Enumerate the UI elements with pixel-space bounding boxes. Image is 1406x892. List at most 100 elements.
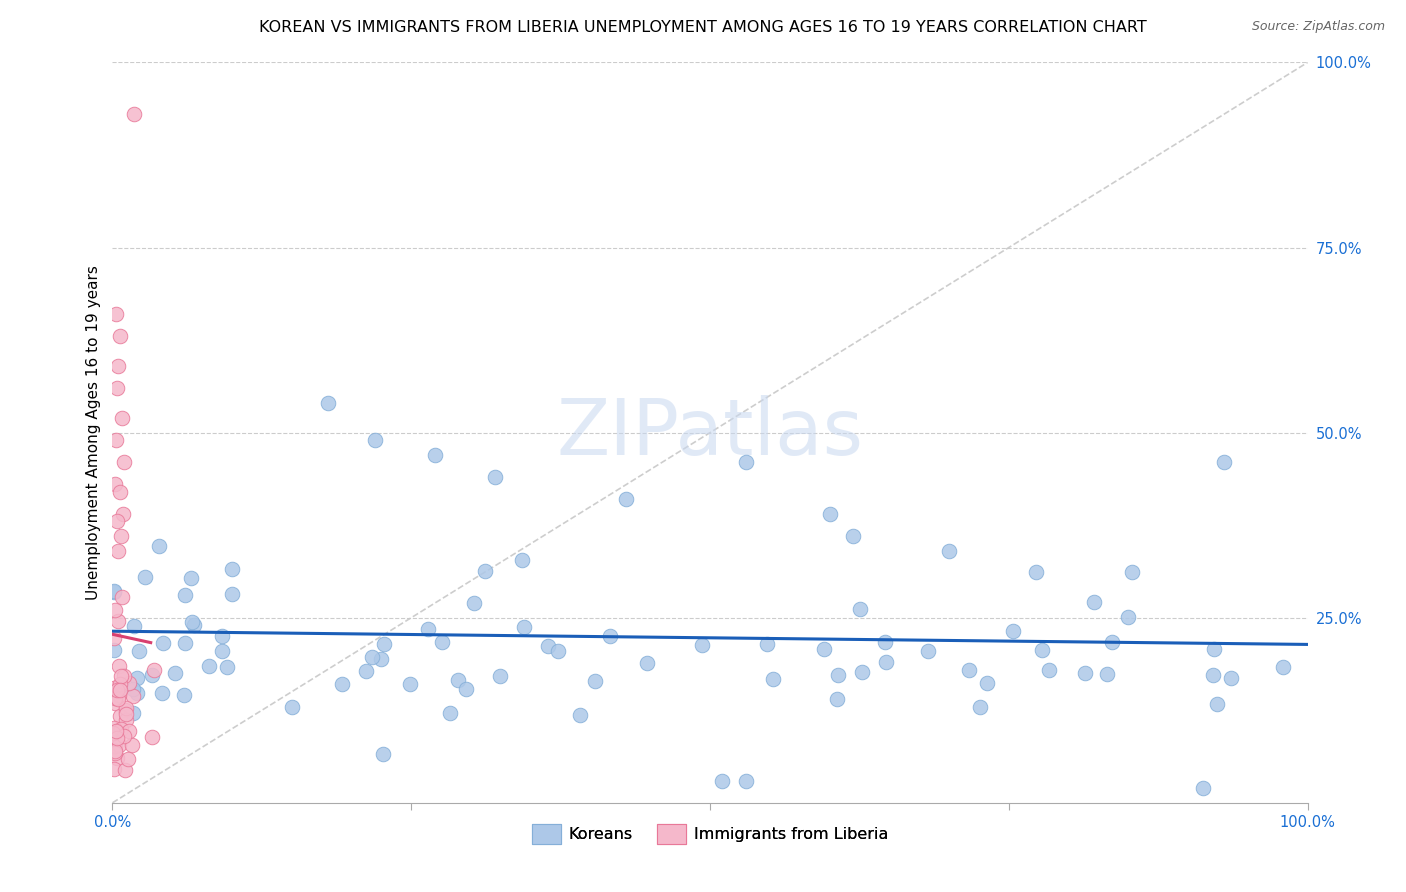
Point [110,723,132,737]
Point [1272,660,1295,674]
Point [180,571,202,585]
Point [1025,565,1047,579]
Point [111,590,134,604]
Point [105,731,128,745]
Point [938,544,960,558]
Point [1202,668,1225,682]
Point [711,773,734,788]
Point [103,631,125,645]
Point [1101,634,1123,648]
Point [104,696,127,710]
Point [103,642,125,657]
Point [827,668,849,682]
Point [316,396,339,410]
Point [735,773,758,788]
Point [851,665,873,680]
Point [122,706,145,720]
Point [115,701,138,715]
Point [281,700,304,714]
Point [1220,671,1243,685]
Point [107,544,129,558]
Point [108,659,131,673]
Point [537,639,560,653]
Point [108,329,131,343]
Point [141,730,163,744]
Point [142,663,165,677]
Point [107,614,129,628]
Point [105,682,128,697]
Point [425,448,447,462]
Point [108,688,131,702]
Point [848,602,870,616]
Point [463,596,485,610]
Point [110,669,132,683]
Point [818,507,841,521]
Point [354,664,377,678]
Point [373,747,395,761]
Point [221,587,243,601]
Point [510,552,533,566]
Point [122,107,145,121]
Point [1031,643,1053,657]
Point [489,669,512,683]
Point [103,739,125,753]
Point [616,492,638,507]
Point [1074,665,1097,680]
Point [103,584,125,599]
Point [107,691,129,706]
Y-axis label: Unemployment Among Ages 16 to 19 years: Unemployment Among Ages 16 to 19 years [86,265,101,600]
Point [211,628,233,642]
Point [104,739,127,753]
Point [221,562,243,576]
Point [103,681,125,695]
Point [150,686,173,700]
Point [115,714,138,728]
Point [917,644,939,658]
Text: Source: ZipAtlas.com: Source: ZipAtlas.com [1251,20,1385,33]
Point [112,669,135,683]
Point [105,381,128,395]
Point [127,672,149,686]
Point [957,663,980,677]
Point [101,726,124,740]
Point [547,644,569,658]
Point [110,682,132,697]
Point [104,603,127,617]
Point [430,635,453,649]
Point [330,677,353,691]
Point [1083,595,1105,609]
Text: ZIPatlas: ZIPatlas [557,394,863,471]
Point [1202,642,1225,657]
Point [103,722,125,736]
Point [875,635,897,649]
Point [813,642,835,657]
Point [114,455,135,469]
Point [976,676,998,690]
Point [128,643,150,657]
Point [112,507,135,521]
Point [118,724,141,739]
Point [1095,667,1118,681]
Point [105,433,128,447]
Point [118,675,141,690]
Point [121,689,143,703]
Point [148,539,170,553]
Point [198,658,221,673]
Point [114,763,136,777]
Point [152,636,174,650]
Point [104,744,127,758]
Point [1002,624,1025,638]
Point [364,433,387,447]
Point [969,700,991,714]
Point [105,751,128,765]
Point [439,706,461,721]
Point [104,691,127,706]
Point [825,691,848,706]
Point [180,615,202,630]
Point [875,655,897,669]
Point [569,708,592,723]
Point [122,619,145,633]
Point [599,629,621,643]
Point [134,570,156,584]
Point [512,620,534,634]
